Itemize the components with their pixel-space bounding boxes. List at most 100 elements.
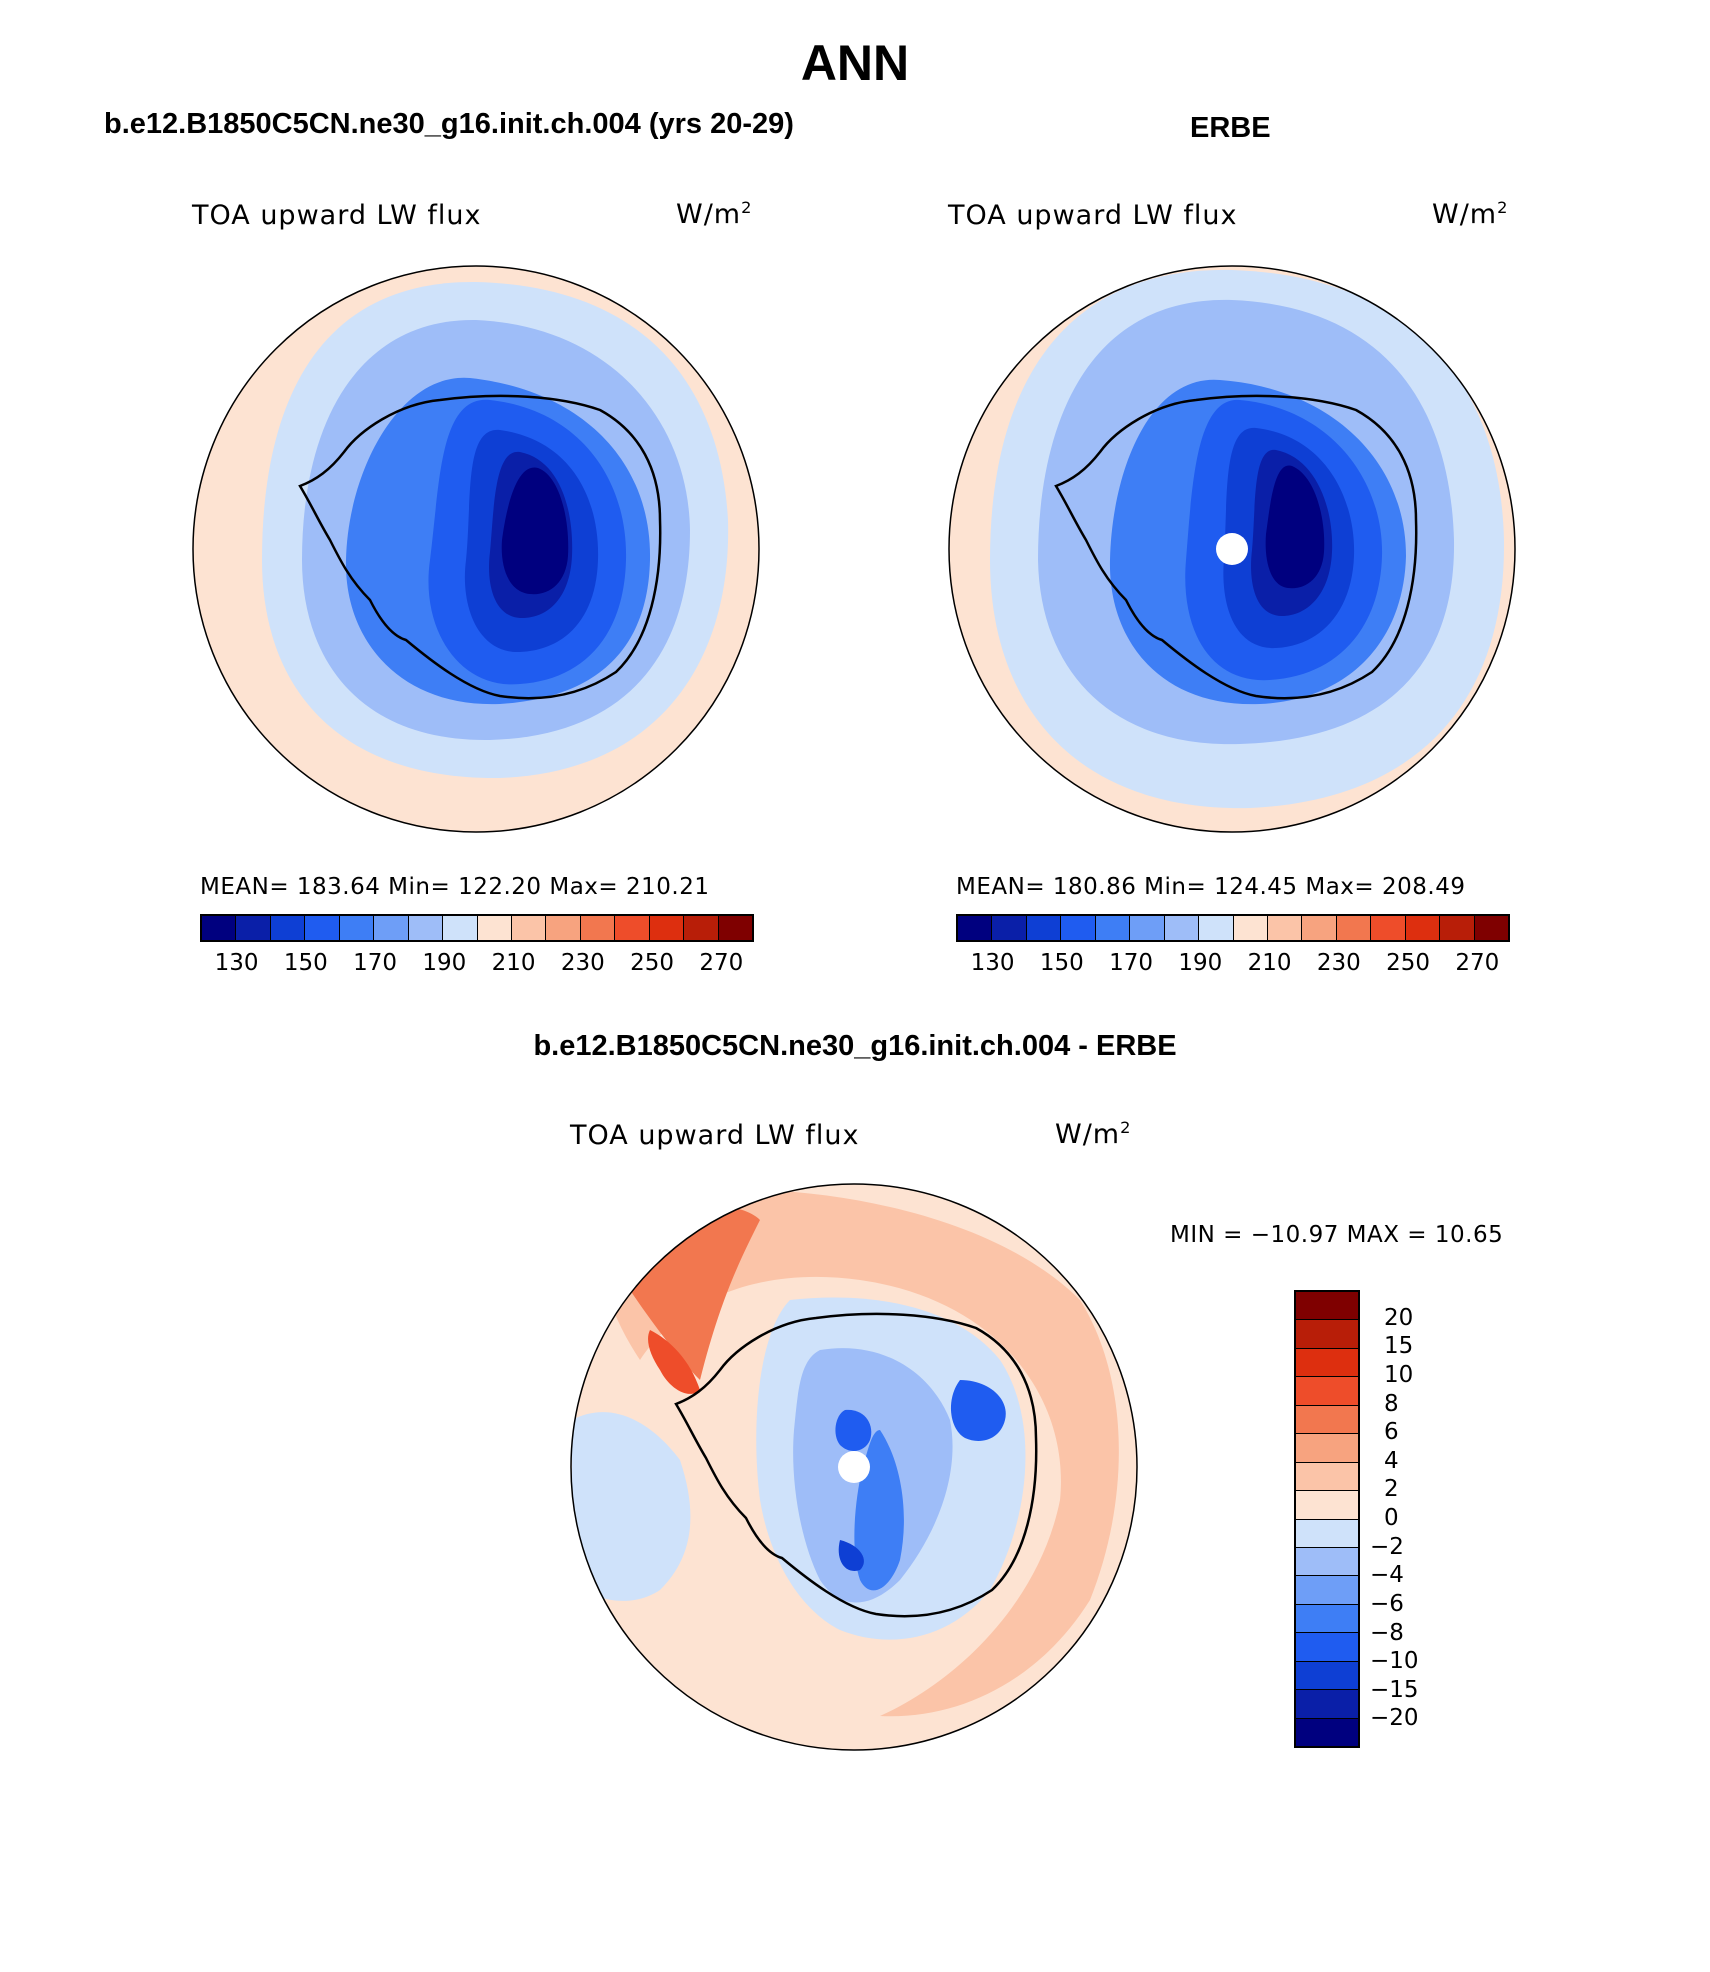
colorbar-model-tick-label: 170 xyxy=(353,950,398,976)
colorbar-model-tick-label: 130 xyxy=(214,950,259,976)
colorbar-model-swatch xyxy=(202,916,237,940)
colorbar-obs xyxy=(956,914,1510,942)
colorbar-diff-tick-label: −15 xyxy=(1370,1676,1419,1703)
map-diff-border xyxy=(570,1183,1138,1751)
panel-diff-stats: MIN = −10.97 MAX = 10.65 xyxy=(1170,1222,1504,1248)
colorbar-model-swatch xyxy=(649,916,685,940)
map-diff-blob-center xyxy=(835,1409,872,1452)
colorbar-diff-swatch xyxy=(1296,1519,1358,1548)
map-diff-coast xyxy=(674,1312,1038,1618)
colorbar-model-swatch xyxy=(270,916,306,940)
colorbar-diff-tick-label: 0 xyxy=(1384,1505,1399,1531)
colorbar-model-swatch xyxy=(546,916,581,940)
map-diff xyxy=(571,1184,1137,1750)
colorbar-diff-tick-label: −4 xyxy=(1370,1562,1404,1589)
colorbar-diff-ticks: 20 15 10 8 6 4 2 0 −2 −4 −6 −8 −10 −15 −20 xyxy=(1370,1290,1470,1748)
map-diff-band-0tominus2-west xyxy=(572,1412,691,1601)
colorbar-diff-swatch xyxy=(1296,1292,1358,1321)
panel-model-variable: TOA upward LW flux xyxy=(192,200,482,231)
colorbar-obs-swatch xyxy=(1095,916,1131,940)
panel-model-header: b.e12.B1850C5CN.ne30_g16.init.ch.004 (yr… xyxy=(104,108,794,140)
colorbar-diff-swatch xyxy=(1296,1491,1358,1520)
colorbar-model-swatch xyxy=(684,916,719,940)
map-obs-missing-pole xyxy=(1216,533,1248,565)
colorbar-model-tick-label: 250 xyxy=(630,950,675,976)
panel-model-stats: MEAN= 183.64 Min= 122.20 Max= 210.21 xyxy=(200,874,710,900)
colorbar-diff-swatch xyxy=(1296,1405,1358,1435)
panel-diff-variable: TOA upward LW flux xyxy=(570,1120,860,1151)
colorbar-diff-swatch xyxy=(1296,1633,1358,1662)
colorbar-obs-swatch xyxy=(1199,916,1234,940)
colorbar-obs-swatch xyxy=(1267,916,1303,940)
colorbar-obs-swatch xyxy=(1233,916,1268,940)
colorbar-model-swatch xyxy=(408,916,444,940)
colorbar-model-tick-label: 230 xyxy=(560,950,605,976)
colorbar-obs-tick-label: 170 xyxy=(1109,950,1154,976)
colorbar-model-swatch xyxy=(511,916,547,940)
colorbar-model-ticks: 130 150 170 190 210 230 250 270 xyxy=(200,950,754,980)
colorbar-obs-tick-label: 130 xyxy=(970,950,1015,976)
map-model-band-130 xyxy=(501,467,569,595)
colorbar-diff-tick-label: −6 xyxy=(1370,1590,1404,1617)
colorbar-diff-tick-label: 15 xyxy=(1384,1333,1414,1360)
colorbar-obs-tick-label: 230 xyxy=(1316,950,1361,976)
map-diff-blob-east xyxy=(950,1380,1006,1441)
colorbar-model xyxy=(200,914,754,942)
colorbar-diff-swatch xyxy=(1296,1462,1358,1492)
colorbar-obs-swatch xyxy=(1371,916,1406,940)
colorbar-model-tick-label: 190 xyxy=(422,950,467,976)
colorbar-obs-tick-label: 190 xyxy=(1178,950,1223,976)
panel-obs-stats: MEAN= 180.86 Min= 124.45 Max= 208.49 xyxy=(956,874,1466,900)
colorbar-diff-tick-label: 4 xyxy=(1384,1447,1399,1474)
map-diff-band-2to4 xyxy=(596,1188,1119,1717)
map-diff-blob-south xyxy=(838,1540,864,1571)
colorbar-obs-swatch xyxy=(958,916,993,940)
colorbar-obs-swatch xyxy=(1474,916,1508,940)
colorbar-diff-swatch xyxy=(1296,1604,1358,1634)
colorbar-diff-tick-label: 20 xyxy=(1384,1304,1414,1331)
colorbar-diff-swatch xyxy=(1296,1690,1358,1719)
map-obs-border xyxy=(948,265,1516,833)
colorbar-diff-tick-label: −20 xyxy=(1370,1705,1419,1732)
colorbar-obs-tick-label: 250 xyxy=(1386,950,1431,976)
colorbar-model-swatch xyxy=(374,916,409,940)
map-obs xyxy=(949,266,1515,832)
colorbar-obs-swatch xyxy=(1164,916,1200,940)
map-obs-band-130 xyxy=(1265,465,1325,589)
colorbar-obs-swatch xyxy=(1440,916,1475,940)
panel-obs-units: W/m2 xyxy=(1432,198,1509,230)
colorbar-diff-tick-label: −2 xyxy=(1370,1533,1404,1560)
colorbar-model-tick-label: 150 xyxy=(283,950,328,976)
colorbar-model-tick-label: 270 xyxy=(699,950,744,976)
panel-obs-header: ERBE xyxy=(1190,112,1271,144)
colorbar-model-swatch xyxy=(339,916,375,940)
colorbar-obs-tick-label: 150 xyxy=(1039,950,1084,976)
colorbar-obs-swatch xyxy=(992,916,1027,940)
colorbar-diff-swatch xyxy=(1296,1320,1358,1349)
colorbar-diff-swatch xyxy=(1296,1377,1358,1406)
colorbar-obs-tick-label: 210 xyxy=(1247,950,1292,976)
map-model-coast xyxy=(298,394,662,700)
colorbar-obs-swatch xyxy=(1336,916,1372,940)
map-diff-band-8to10 xyxy=(648,1330,700,1394)
colorbar-diff-tick-label: 8 xyxy=(1384,1390,1399,1417)
colorbar-diff-swatch xyxy=(1296,1434,1358,1463)
colorbar-diff-swatch xyxy=(1296,1547,1358,1577)
colorbar-diff-tick-label: −10 xyxy=(1370,1648,1419,1675)
colorbar-obs-swatch xyxy=(1302,916,1337,940)
colorbar-obs-swatch xyxy=(1026,916,1062,940)
panel-diff-header: b.e12.B1850C5CN.ne30_g16.init.ch.004 - E… xyxy=(533,1030,1177,1062)
colorbar-obs-tick-label: 270 xyxy=(1455,950,1500,976)
map-obs-coast xyxy=(1054,394,1418,700)
panel-model-units: W/m2 xyxy=(676,198,753,230)
colorbar-model-swatch xyxy=(580,916,616,940)
colorbar-diff-swatch xyxy=(1296,1718,1358,1746)
page-title: ANN xyxy=(800,35,910,91)
panel-obs-variable: TOA upward LW flux xyxy=(948,200,1238,231)
colorbar-model-swatch xyxy=(443,916,478,940)
colorbar-diff-tick-label: −8 xyxy=(1370,1619,1404,1646)
colorbar-diff-swatch xyxy=(1296,1661,1358,1691)
panel-diff-units: W/m2 xyxy=(1055,1118,1132,1150)
colorbar-model-swatch xyxy=(305,916,340,940)
